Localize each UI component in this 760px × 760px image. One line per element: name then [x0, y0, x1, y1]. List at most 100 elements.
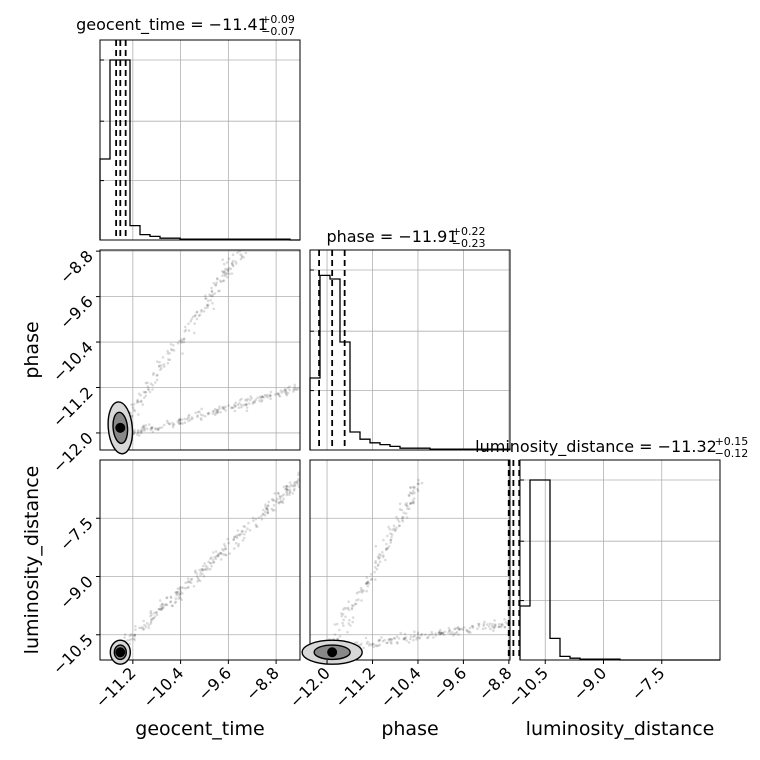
sample-point: [225, 272, 228, 276]
sample-point: [417, 482, 421, 486]
sample-point: [455, 630, 459, 634]
sample-point: [274, 500, 278, 503]
sample-point: [492, 627, 496, 630]
sample-point: [281, 500, 284, 503]
sample-point: [290, 483, 293, 487]
sample-point: [388, 637, 392, 641]
sample-point: [184, 328, 188, 332]
sample-point: [240, 254, 244, 257]
sample-point: [393, 529, 397, 533]
sample-point: [200, 310, 203, 313]
sample-point: [405, 504, 408, 507]
sample-point: [211, 409, 215, 413]
sample-point: [134, 625, 137, 628]
sample-point: [276, 497, 279, 501]
sample-point: [285, 390, 288, 394]
sample-point: [412, 500, 416, 504]
sample-point: [468, 626, 472, 630]
sample-point: [398, 524, 401, 527]
sample-point: [183, 417, 186, 421]
sample-point: [285, 493, 289, 497]
sample-point: [386, 547, 390, 550]
sample-point: [370, 577, 374, 581]
sample-point: [156, 373, 159, 377]
y-tick-label: −8.8: [56, 247, 97, 288]
sample-point: [149, 428, 152, 432]
sample-point: [240, 405, 243, 409]
sample-point: [236, 251, 239, 254]
sample-point: [182, 338, 186, 341]
sample-point: [158, 365, 161, 368]
sample-point: [401, 518, 404, 521]
sample-point: [411, 499, 415, 502]
sample-point: [214, 284, 217, 287]
sample-point: [172, 349, 176, 352]
sample-point: [273, 393, 277, 396]
sample-point: [211, 558, 215, 562]
sample-point: [195, 572, 199, 575]
sample-point: [187, 329, 191, 332]
sample-point: [204, 297, 208, 300]
sample-point: [198, 579, 202, 583]
sample-point: [293, 483, 297, 487]
sample-point: [190, 317, 193, 321]
sample-point: [390, 638, 393, 641]
sample-point: [411, 501, 414, 505]
sample-point: [501, 623, 504, 627]
sample-point: [166, 361, 170, 365]
sample-point: [293, 388, 296, 392]
sample-point: [351, 616, 355, 619]
sample-point: [162, 363, 166, 366]
sample-point: [403, 636, 407, 640]
sample-point: [476, 627, 479, 631]
x-tick-label: −9.6: [194, 663, 235, 704]
sample-point: [206, 412, 210, 415]
sample-point: [370, 643, 374, 647]
contour-phase-vs-geocent_time: [107, 401, 134, 455]
sample-point: [392, 524, 396, 528]
sample-point: [430, 630, 434, 634]
sample-point: [189, 581, 193, 584]
sample-point: [206, 303, 210, 307]
sample-point: [143, 426, 147, 430]
sample-point: [382, 554, 385, 557]
sample-point: [137, 413, 140, 416]
sample-point: [362, 589, 365, 592]
histogram-geocent_time: [99, 59, 300, 241]
sample-point: [288, 490, 292, 493]
sample-point: [160, 606, 164, 610]
sample-point: [133, 634, 136, 638]
sample-point: [254, 517, 258, 521]
sample-point: [395, 635, 399, 638]
sample-point: [236, 529, 240, 532]
sample-point: [150, 426, 153, 430]
sample-point: [208, 561, 212, 565]
sample-point: [203, 306, 207, 310]
sample-point: [291, 484, 294, 488]
sample-point: [373, 570, 376, 574]
sample-point: [227, 404, 230, 407]
sample-point: [443, 630, 447, 633]
sample-point: [260, 514, 263, 518]
sample-point: [224, 267, 227, 271]
sample-point: [493, 625, 497, 629]
sample-point: [187, 415, 190, 418]
sample-point: [223, 543, 226, 546]
sample-point: [237, 544, 240, 548]
sample-point: [143, 429, 146, 432]
sample-point: [366, 581, 369, 584]
sample-point: [193, 314, 197, 318]
sample-point: [151, 388, 154, 391]
sample-point: [202, 310, 206, 313]
sample-point: [202, 568, 205, 572]
sample-point: [405, 639, 408, 642]
sample-point: [186, 586, 189, 590]
sample-point: [378, 556, 381, 559]
sample-point: [439, 631, 443, 635]
sample-point: [171, 423, 175, 427]
sample-point: [128, 634, 131, 638]
sample-point: [357, 598, 360, 601]
sample-point: [439, 632, 443, 636]
sample-point: [284, 487, 287, 491]
sample-point: [242, 536, 246, 540]
